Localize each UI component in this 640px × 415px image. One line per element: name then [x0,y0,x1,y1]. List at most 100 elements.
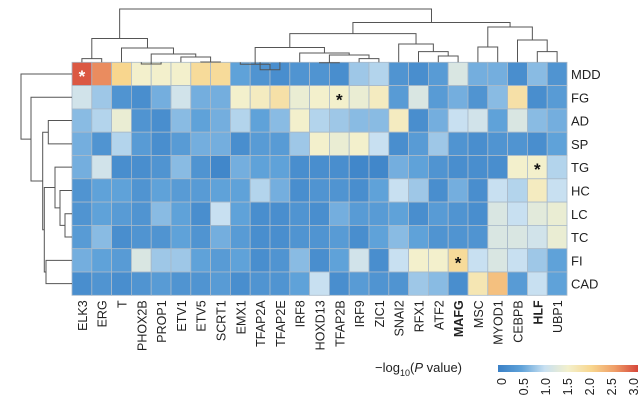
heatmap-cell-FG-IRF8 [289,85,310,110]
heatmap-cell-AD-TFAP2B [328,108,350,133]
colorbar-tick-label: 2.5 [605,378,619,395]
heatmap-cell-FI-T [111,248,132,273]
heatmap-cell-MDD-MSC [467,61,489,86]
heatmap-cell-MDD-HLF [527,61,548,86]
heatmap-cell-LC-IRF9 [348,201,370,226]
heatmap-cell-LC-MSC [467,201,489,226]
column-label: MAFG [452,300,466,337]
heatmap-cell-LC-IRF8 [289,201,310,226]
column-label: SCRT1 [215,300,229,341]
heatmap-cell-CAD-HLF [527,271,548,296]
heatmap-cell-FG-T [111,85,132,110]
heatmap-cell-SP-TFAP2B [328,131,350,156]
heatmap-cell-TG-ZIC1 [368,155,390,180]
heatmap-cell-SP-ZIC1 [368,131,390,156]
heatmap-cell-FG-PHOX2B [130,85,152,110]
row-label: FG [571,90,589,105]
column-label: HLF [531,300,545,325]
heatmap-cell-HC-T [111,178,132,203]
heatmap-cell-TC-ZIC1 [368,224,390,250]
column-label: ERG [96,300,110,327]
heatmap-cell-AD-IRF9 [348,108,370,133]
heatmap-cell-TG-IRF8 [289,155,310,180]
heatmap-cell-MDD-ETV5 [190,61,212,86]
heatmap-cell-FG-TFAP2E [269,85,291,110]
heatmap-cell-CAD-MSC [467,271,489,296]
heatmap-cell-CAD-MYOD1 [487,271,508,296]
heatmap-cell-HC-CEBPB [507,178,528,203]
heatmap-cell-CAD-UBP1 [546,271,568,296]
heatmap-cell-MDD-MYOD1 [487,61,508,86]
heatmap-cell-LC-ATF2 [427,201,449,226]
row-label: TC [571,230,588,245]
dendrogram-link [54,166,72,209]
column-label: ZIC1 [373,300,387,327]
heatmap-cell-TG-ETV5 [190,155,212,180]
heatmap-cell-FG-PROP1 [150,85,172,110]
heatmap-cell-TC-ELK3 [71,224,93,250]
heatmap-cell-CAD-TFAP2B [328,271,350,296]
row-label: AD [571,114,589,129]
heatmap-cell-FI-ZIC1 [368,248,390,273]
heatmap-cell-AD-ETV1 [170,108,192,133]
row-labels: MDD FG AD SP TG HC LC TC FI CAD [571,67,601,292]
row-label: MDD [571,67,601,82]
heatmap-cell-AD-HLF [527,108,548,133]
heatmap-cell-CAD-ERG [91,271,113,296]
heatmap-cell-LC-TFAP2A [249,201,271,226]
heatmap-cell-AD-ETV5 [190,108,212,133]
heatmap-cell-FG-CEBPB [507,85,528,110]
heatmap-cell-HC-TFAP2A [249,178,271,203]
heatmap-cell-LC-ELK3 [71,201,93,226]
colorbar-gradient [498,365,638,372]
heatmap-cell-MDD-PROP1 [150,61,172,86]
heatmap-cell-TC-ERG [91,224,113,250]
heatmap-cell-SP-ETV1 [170,131,192,156]
heatmap-cell-CAD-ATF2 [427,271,449,296]
column-label: TFAP2A [254,300,268,347]
heatmap-cell-TG-ERG [91,155,113,180]
heatmap-cell-SP-PROP1 [150,131,172,156]
heatmap-cell-HC-TFAP2E [269,178,291,203]
heatmap-cell-AD-ZIC1 [368,108,390,133]
column-label: ETV1 [175,300,189,331]
heatmap-cell-CAD-TFAP2A [249,271,271,296]
heatmap-cell-FG-MAFG [447,85,469,110]
heatmap-cell-LC-CEBPB [507,201,528,226]
heatmap-cell-CAD-ETV1 [170,271,192,296]
heatmap-cell-TC-ATF2 [427,224,449,250]
heatmap-cell-FI-IRF9 [348,248,370,273]
heatmap-cell-SP-CEBPB [507,131,528,156]
colorbar-tick-label: 0.5 [517,378,531,395]
significance-marker: * [336,90,343,109]
dendrogram-link [299,52,350,63]
heatmap-cell-MDD-MAFG [447,61,469,86]
heatmap-cell-CAD-IRF8 [289,271,310,296]
heatmap-cell-CAD-ZIC1 [368,271,390,296]
heatmap-cell-AD-PROP1 [150,108,172,133]
heatmap-cell-FI-ETV1 [170,248,192,273]
significance-marker: * [534,160,541,179]
row-label: FI [571,253,583,268]
heatmap-cell-TC-EMX1 [229,224,251,250]
heatmap-cell-TC-SCRT1 [210,224,231,250]
heatmap-cell-FI-HLF [527,248,548,273]
heatmap-cell-HC-ETV1 [170,178,192,203]
heatmap-cell-CAD-IRF9 [348,271,370,296]
dendrogram-link [42,131,49,231]
heatmap-cell-CAD-ETV5 [190,271,212,296]
heatmap-cell-HC-SCRT1 [210,178,231,203]
heatmap-cell-HC-EMX1 [229,178,251,203]
heatmap-cell-CAD-RFX1 [408,271,429,296]
heatmap-cell-AD-UBP1 [546,108,568,133]
heatmap-cell-TG-EMX1 [229,155,251,180]
heatmap-cell-CAD-EMX1 [229,271,251,296]
column-dendrogram [81,8,558,71]
heatmap-cell-CAD-CEBPB [507,271,528,296]
heatmap-cell-TG-SCRT1 [210,155,231,180]
heatmap-cell-SP-T [111,131,132,156]
heatmap-cell-HC-SNAI2 [388,178,409,203]
heatmap-cell-FG-SNAI2 [388,85,409,110]
heatmap-cell-FG-ETV5 [190,85,212,110]
heatmap-cell-TC-PHOX2B [130,224,152,250]
